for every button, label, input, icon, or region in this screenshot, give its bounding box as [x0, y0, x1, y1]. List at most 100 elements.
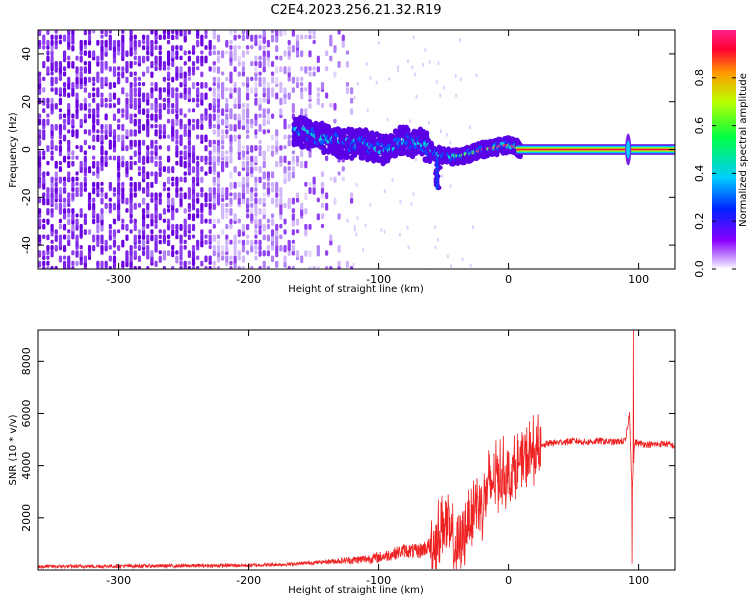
noise-cell	[87, 34, 92, 41]
noise-cell	[67, 150, 71, 157]
noise-cell	[75, 187, 79, 195]
noise-cell	[221, 250, 225, 257]
noise-cell	[287, 266, 291, 269]
noise-cell	[229, 45, 233, 50]
noise-cell	[71, 150, 75, 156]
noise-cell	[279, 192, 283, 198]
noise-cell	[295, 197, 300, 203]
noise-cell	[42, 250, 46, 257]
noise-cell	[412, 192, 415, 197]
noise-cell	[237, 134, 241, 140]
noise-cell	[250, 202, 254, 208]
noise-cell	[187, 171, 191, 176]
noise-cell	[345, 218, 350, 224]
noise-cell	[158, 129, 162, 135]
noise-cell	[450, 264, 453, 269]
noise-cell	[62, 202, 67, 208]
noise-cell	[108, 34, 112, 42]
noise-cell	[75, 108, 79, 115]
noise-cell	[62, 66, 67, 72]
noise-cell	[179, 134, 183, 141]
noise-cell	[275, 30, 279, 37]
noise-cell	[58, 218, 62, 224]
noise-cell	[83, 187, 87, 192]
noise-cell	[154, 244, 158, 253]
noise-cell	[333, 176, 337, 183]
noise-cell	[187, 260, 191, 265]
noise-cell	[87, 129, 92, 136]
noise-cell	[304, 223, 308, 230]
noise-cell	[191, 60, 196, 67]
noise-cell	[92, 160, 96, 169]
noise-cell	[212, 97, 216, 106]
noise-cell	[200, 192, 204, 198]
noise-cell	[87, 60, 92, 68]
noise-cell	[300, 255, 304, 264]
noise-cell	[254, 176, 258, 183]
noise-cell	[67, 213, 71, 218]
noise-cell	[62, 34, 67, 42]
noise-cell	[333, 103, 337, 111]
noise-cell	[54, 266, 58, 269]
noise-cell	[121, 197, 125, 204]
noise-cell	[312, 39, 316, 45]
noise-cell	[133, 139, 137, 148]
noise-cell	[112, 239, 117, 248]
noise-cell	[125, 66, 129, 74]
noise-cell	[142, 71, 146, 77]
noise-cell	[117, 71, 121, 77]
noise-cell	[356, 81, 359, 86]
noise-cell	[92, 108, 96, 116]
noise-cell	[154, 34, 158, 41]
noise-cell	[100, 60, 104, 68]
noise-cell	[108, 244, 112, 250]
noise-cell	[62, 223, 67, 231]
noise-cell	[137, 76, 142, 81]
noise-cell	[472, 225, 475, 230]
noise-cell	[150, 234, 154, 242]
noise-cell	[375, 80, 378, 85]
noise-cell	[146, 113, 150, 119]
noise-cell	[38, 39, 42, 47]
snr-y-tick-label-3: 8000	[20, 347, 33, 375]
noise-cell	[410, 201, 413, 206]
noise-cell	[108, 181, 112, 189]
noise-cell	[71, 30, 75, 36]
noise-cell	[100, 234, 104, 243]
noise-cell	[283, 97, 287, 105]
noise-cell	[96, 71, 100, 80]
noise-cell	[179, 244, 183, 252]
noise-cell	[71, 87, 75, 95]
noise-cell	[200, 176, 204, 183]
noise-cell	[121, 181, 125, 187]
noise-cell	[71, 181, 75, 189]
noise-cell	[412, 35, 415, 40]
noise-cell	[191, 50, 196, 55]
noise-cell	[183, 176, 187, 183]
noise-cell	[50, 244, 54, 251]
noise-cell	[108, 30, 112, 34]
noise-cell	[266, 223, 270, 230]
noise-cell	[325, 92, 329, 99]
noise-cell	[254, 244, 258, 251]
noise-cell	[142, 124, 146, 131]
noise-cell	[262, 97, 266, 103]
noise-cell	[283, 30, 287, 36]
noise-cell	[42, 223, 46, 230]
noise-cell	[316, 266, 320, 269]
spectrogram-y-tick-label-1: -20	[20, 188, 33, 206]
noise-cell	[137, 97, 142, 106]
noise-cell	[83, 129, 87, 135]
noise-cell	[287, 92, 291, 100]
noise-cell	[241, 71, 246, 77]
noise-cell	[162, 250, 166, 258]
noise-cell	[333, 118, 337, 124]
noise-cell	[112, 113, 117, 122]
noise-cell	[337, 213, 341, 220]
noise-cell	[158, 171, 162, 177]
noise-cell	[325, 66, 329, 72]
noise-cell	[100, 39, 104, 46]
noise-cell	[246, 208, 250, 213]
noise-cell	[300, 66, 304, 72]
